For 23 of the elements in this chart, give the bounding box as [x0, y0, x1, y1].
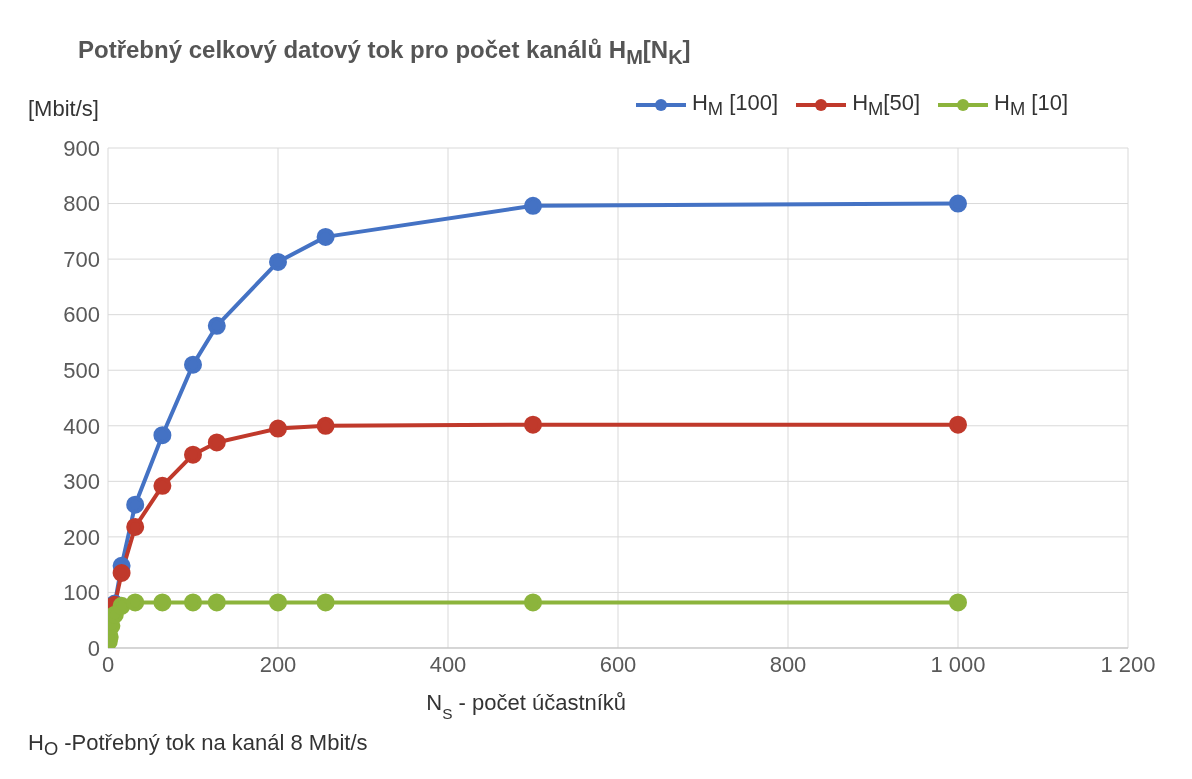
x-axis-title: N$_{S}$ - počet účastníků	[426, 690, 627, 722]
legend-label: H$_{M}$ [10]	[994, 90, 1068, 121]
legend-label: H$_{M}$ [100]	[691, 90, 779, 121]
y-tick-label: 800	[63, 191, 100, 217]
y-tick-label: 300	[63, 469, 100, 495]
text: H$_{O}$ -Potřebný tok na kanál 8 Mbit/s	[28, 730, 368, 760]
chart-title: Potřebný celkový datový tok pro počet kanálů H$_{M}$[N$_{K}$]	[78, 36, 691, 68]
y-tick-label: 900	[63, 135, 100, 161]
x-tick-label: 1 200	[1100, 651, 1156, 677]
y-axis-title: [Mbit/s]	[28, 96, 99, 121]
y-tick-label: 0	[87, 635, 100, 661]
y-tick-label: 500	[63, 358, 100, 384]
x-tick-label: 1 000	[930, 651, 986, 677]
y-tick-label: 700	[63, 246, 100, 272]
x-tick-label: 200	[259, 651, 297, 677]
y-tick-label: 400	[63, 413, 100, 439]
y-tick-label: 100	[63, 580, 100, 606]
x-tick-label: 800	[769, 651, 807, 677]
x-tick-label: 600	[599, 651, 637, 677]
x-tick-label: 400	[429, 651, 467, 677]
legend-label: H$_{M}$[50]	[852, 90, 921, 121]
y-tick-label: 600	[63, 302, 100, 328]
y-tick-label: 200	[63, 524, 100, 550]
